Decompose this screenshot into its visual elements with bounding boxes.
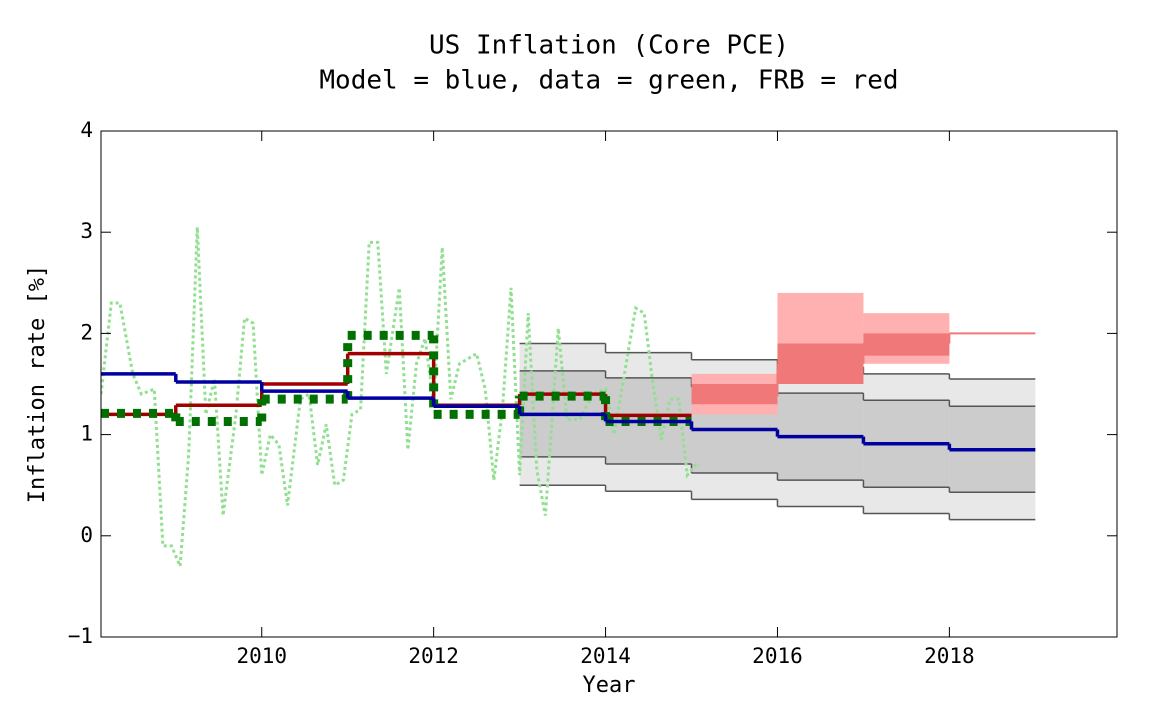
y-tick-label: 0 <box>80 523 93 547</box>
x-tick-label: 2010 <box>236 644 287 668</box>
y-tick-label: 3 <box>80 219 93 243</box>
plot <box>101 227 1036 567</box>
y-axis-label: Inflation rate [%] <box>25 265 50 503</box>
x-tick-label: 2012 <box>408 644 459 668</box>
chart-title: US Inflation (Core PCE) <box>429 31 789 61</box>
y-tick-label: 2 <box>80 320 93 344</box>
x-tick-label: 2014 <box>580 644 631 668</box>
x-axis-label: Year <box>583 673 636 698</box>
chart-subtitle: Model = blue, data = green, FRB = red <box>319 66 898 96</box>
x-tick-label: 2018 <box>924 644 975 668</box>
band <box>863 333 950 356</box>
band <box>691 384 778 405</box>
y-tick-label: 1 <box>80 422 93 446</box>
y-tick-label: 4 <box>80 118 93 142</box>
frame <box>100 130 1118 638</box>
x-tick-label: 2016 <box>752 644 803 668</box>
y-tick-label: −1 <box>68 624 93 648</box>
